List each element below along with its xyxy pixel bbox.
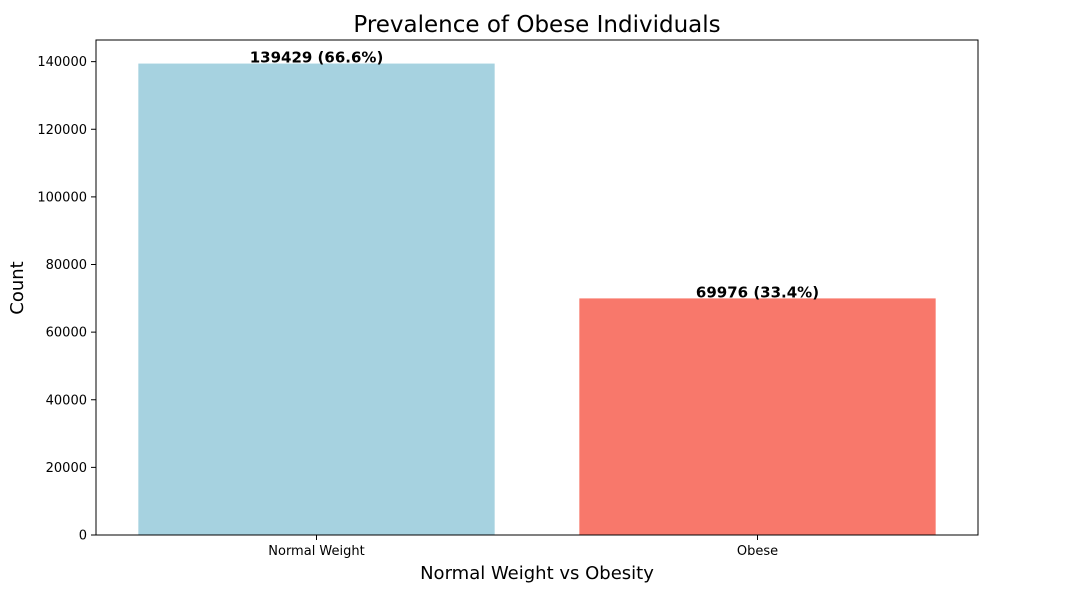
y-tick-label: 100000 (37, 190, 87, 205)
bar-obese (579, 298, 936, 535)
y-tick-label: 60000 (46, 326, 87, 341)
x-tick-label: Normal Weight (268, 544, 364, 559)
plot-frame (95, 39, 979, 536)
y-tick-label: 20000 (46, 461, 87, 476)
x-tick-label: Obese (737, 544, 778, 559)
y-tick-label: 120000 (37, 123, 87, 138)
y-axis: 0 20000 40000 60000 80000 100000 120000 140000 (37, 55, 96, 544)
chart-title: Prevalence of Obese Individuals (353, 12, 720, 38)
bar-label-normal-weight: 139429 (66.6%) (250, 49, 384, 67)
y-axis-label: Count (7, 261, 28, 314)
bars-layer (138, 63, 936, 536)
x-axis-label: Normal Weight vs Obesity (420, 563, 654, 584)
bar-labels-layer: 139429 (66.6%) 69976 (33.4%) (250, 49, 819, 302)
y-tick-label: 140000 (37, 55, 87, 70)
bar-label-obese: 69976 (33.4%) (696, 283, 819, 301)
bar-normal-weight (138, 63, 495, 536)
y-tick-label: 40000 (46, 393, 87, 408)
y-tick-label: 0 (79, 529, 87, 544)
y-tick-label: 80000 (46, 258, 87, 273)
x-axis: Normal Weight Obese (268, 535, 778, 559)
